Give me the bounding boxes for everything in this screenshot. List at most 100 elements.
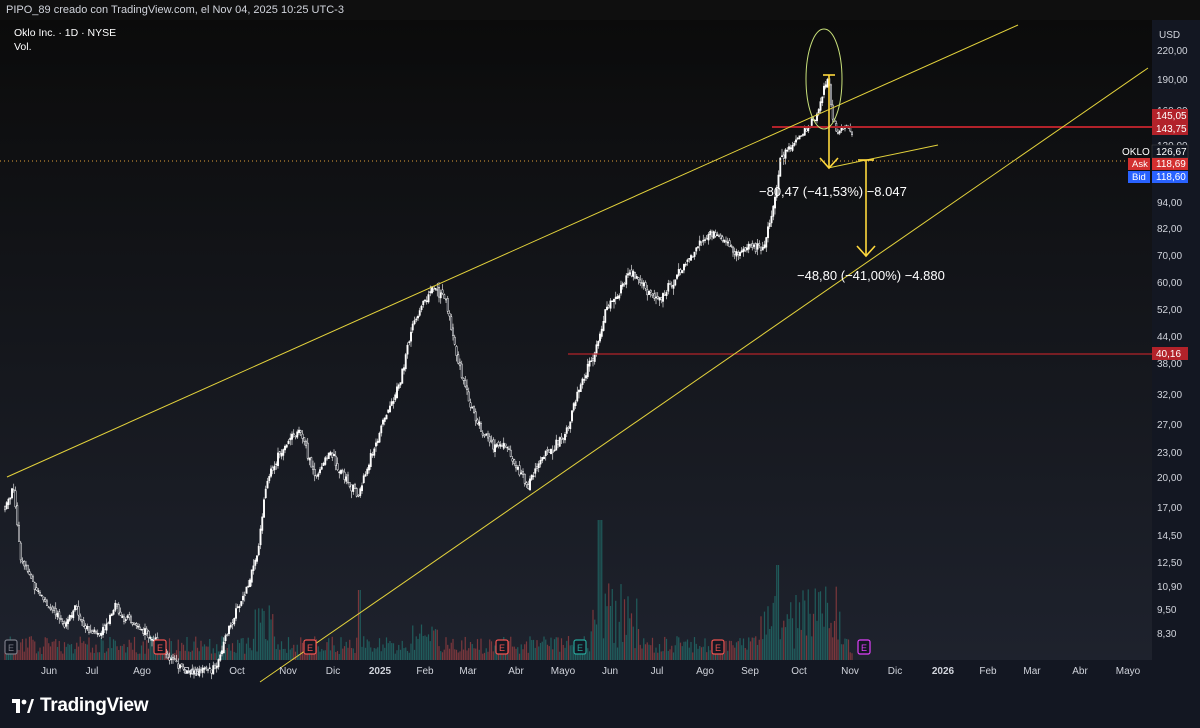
candle — [637, 276, 640, 285]
candle — [263, 497, 265, 518]
symbol-legend[interactable]: Oklo Inc. · 1D · NYSE — [14, 27, 116, 39]
candle — [712, 230, 715, 239]
volume-bar — [657, 652, 659, 660]
candle — [495, 443, 498, 449]
candle — [46, 598, 48, 607]
short-trendline[interactable] — [827, 144, 939, 169]
volume-bar — [569, 645, 571, 660]
volume-bar — [723, 653, 725, 660]
candle — [327, 452, 330, 459]
volume-bar — [217, 651, 220, 660]
candle — [51, 605, 54, 614]
candle — [520, 469, 523, 475]
candle — [406, 342, 409, 359]
volume-bar — [690, 641, 692, 660]
brand-logo[interactable]: TradingView — [12, 695, 149, 717]
candle — [679, 268, 682, 276]
earnings-marker[interactable]: E — [711, 639, 725, 655]
candle — [86, 623, 89, 631]
candle — [121, 614, 124, 619]
svg-text:E: E — [157, 643, 163, 653]
candle — [28, 568, 31, 576]
volume-bar — [272, 614, 274, 660]
price-chart[interactable]: −80,47 (−41,53%) −8.047 −48,80 (−41,00%)… — [0, 20, 1200, 684]
candle — [508, 445, 510, 451]
candle — [746, 244, 748, 253]
candle — [511, 455, 514, 466]
volume-bar — [147, 648, 150, 660]
candle — [469, 398, 472, 411]
volume-bar — [802, 590, 804, 660]
time-tick-label: Mayo — [1116, 666, 1141, 677]
time-tick-label: Nov — [841, 666, 859, 677]
candle — [649, 289, 652, 298]
volume-bar — [377, 647, 379, 660]
lower-trendline[interactable] — [259, 67, 1149, 683]
candle — [826, 77, 829, 88]
earnings-marker[interactable]: E — [303, 639, 317, 655]
candle — [718, 233, 720, 238]
volume-bar — [781, 627, 783, 660]
candle — [117, 602, 120, 616]
candle — [151, 637, 153, 647]
volume-bar — [543, 636, 545, 660]
volume-bar — [634, 648, 636, 660]
volume-bar — [786, 614, 788, 660]
volume-bar — [419, 633, 421, 660]
candle — [331, 452, 334, 462]
volume-bar — [284, 648, 286, 660]
candle — [837, 128, 839, 135]
volume-bar — [328, 638, 330, 660]
candle — [502, 437, 505, 450]
candle — [93, 627, 96, 635]
level-1-tag — [1152, 109, 1188, 122]
candle — [397, 383, 400, 391]
earnings-marker[interactable]: E — [153, 639, 167, 655]
candle — [9, 497, 12, 505]
candle — [173, 655, 176, 661]
candle — [70, 612, 73, 620]
volume-bar — [385, 637, 388, 660]
candle — [464, 376, 467, 389]
candle — [61, 618, 64, 626]
volume-bar — [322, 650, 325, 660]
earnings-marker[interactable]: E — [4, 639, 18, 655]
volume-bar — [298, 653, 300, 660]
volume-bar — [245, 643, 248, 660]
volume-legend[interactable]: Vol. — [14, 41, 32, 53]
volume-bar — [188, 651, 190, 660]
earnings-marker[interactable]: E — [573, 639, 587, 655]
candle — [19, 540, 22, 564]
candle — [105, 618, 108, 634]
volume-bar — [459, 651, 461, 660]
earnings-marker[interactable]: E — [857, 639, 871, 655]
volume-bar — [39, 647, 41, 660]
volume-bar — [476, 639, 479, 660]
volume-bar — [107, 648, 109, 660]
candle — [553, 445, 556, 452]
candle — [487, 430, 489, 442]
volume-bar — [557, 637, 559, 660]
candle — [483, 434, 486, 438]
candle — [581, 377, 584, 389]
candle — [289, 433, 292, 446]
volume-bar — [417, 638, 419, 660]
upper-trendline[interactable] — [6, 24, 1019, 478]
candle — [639, 275, 642, 286]
candle — [583, 373, 586, 384]
volume-bar — [483, 652, 486, 660]
peak-highlight-ellipse[interactable] — [805, 28, 843, 130]
earnings-marker[interactable]: E — [495, 639, 509, 655]
volume-bar — [74, 648, 76, 660]
candle — [98, 632, 101, 637]
volume-bar — [564, 647, 566, 660]
volume-bar — [688, 647, 690, 660]
price-tick-label: 12,50 — [1157, 558, 1182, 569]
volume-bar — [102, 640, 104, 660]
svg-text:E: E — [8, 643, 14, 653]
price-tick-label: 190,00 — [1157, 75, 1188, 86]
currency-label[interactable]: USD — [1159, 30, 1180, 41]
candle — [119, 607, 122, 617]
volume-bar — [725, 640, 727, 660]
